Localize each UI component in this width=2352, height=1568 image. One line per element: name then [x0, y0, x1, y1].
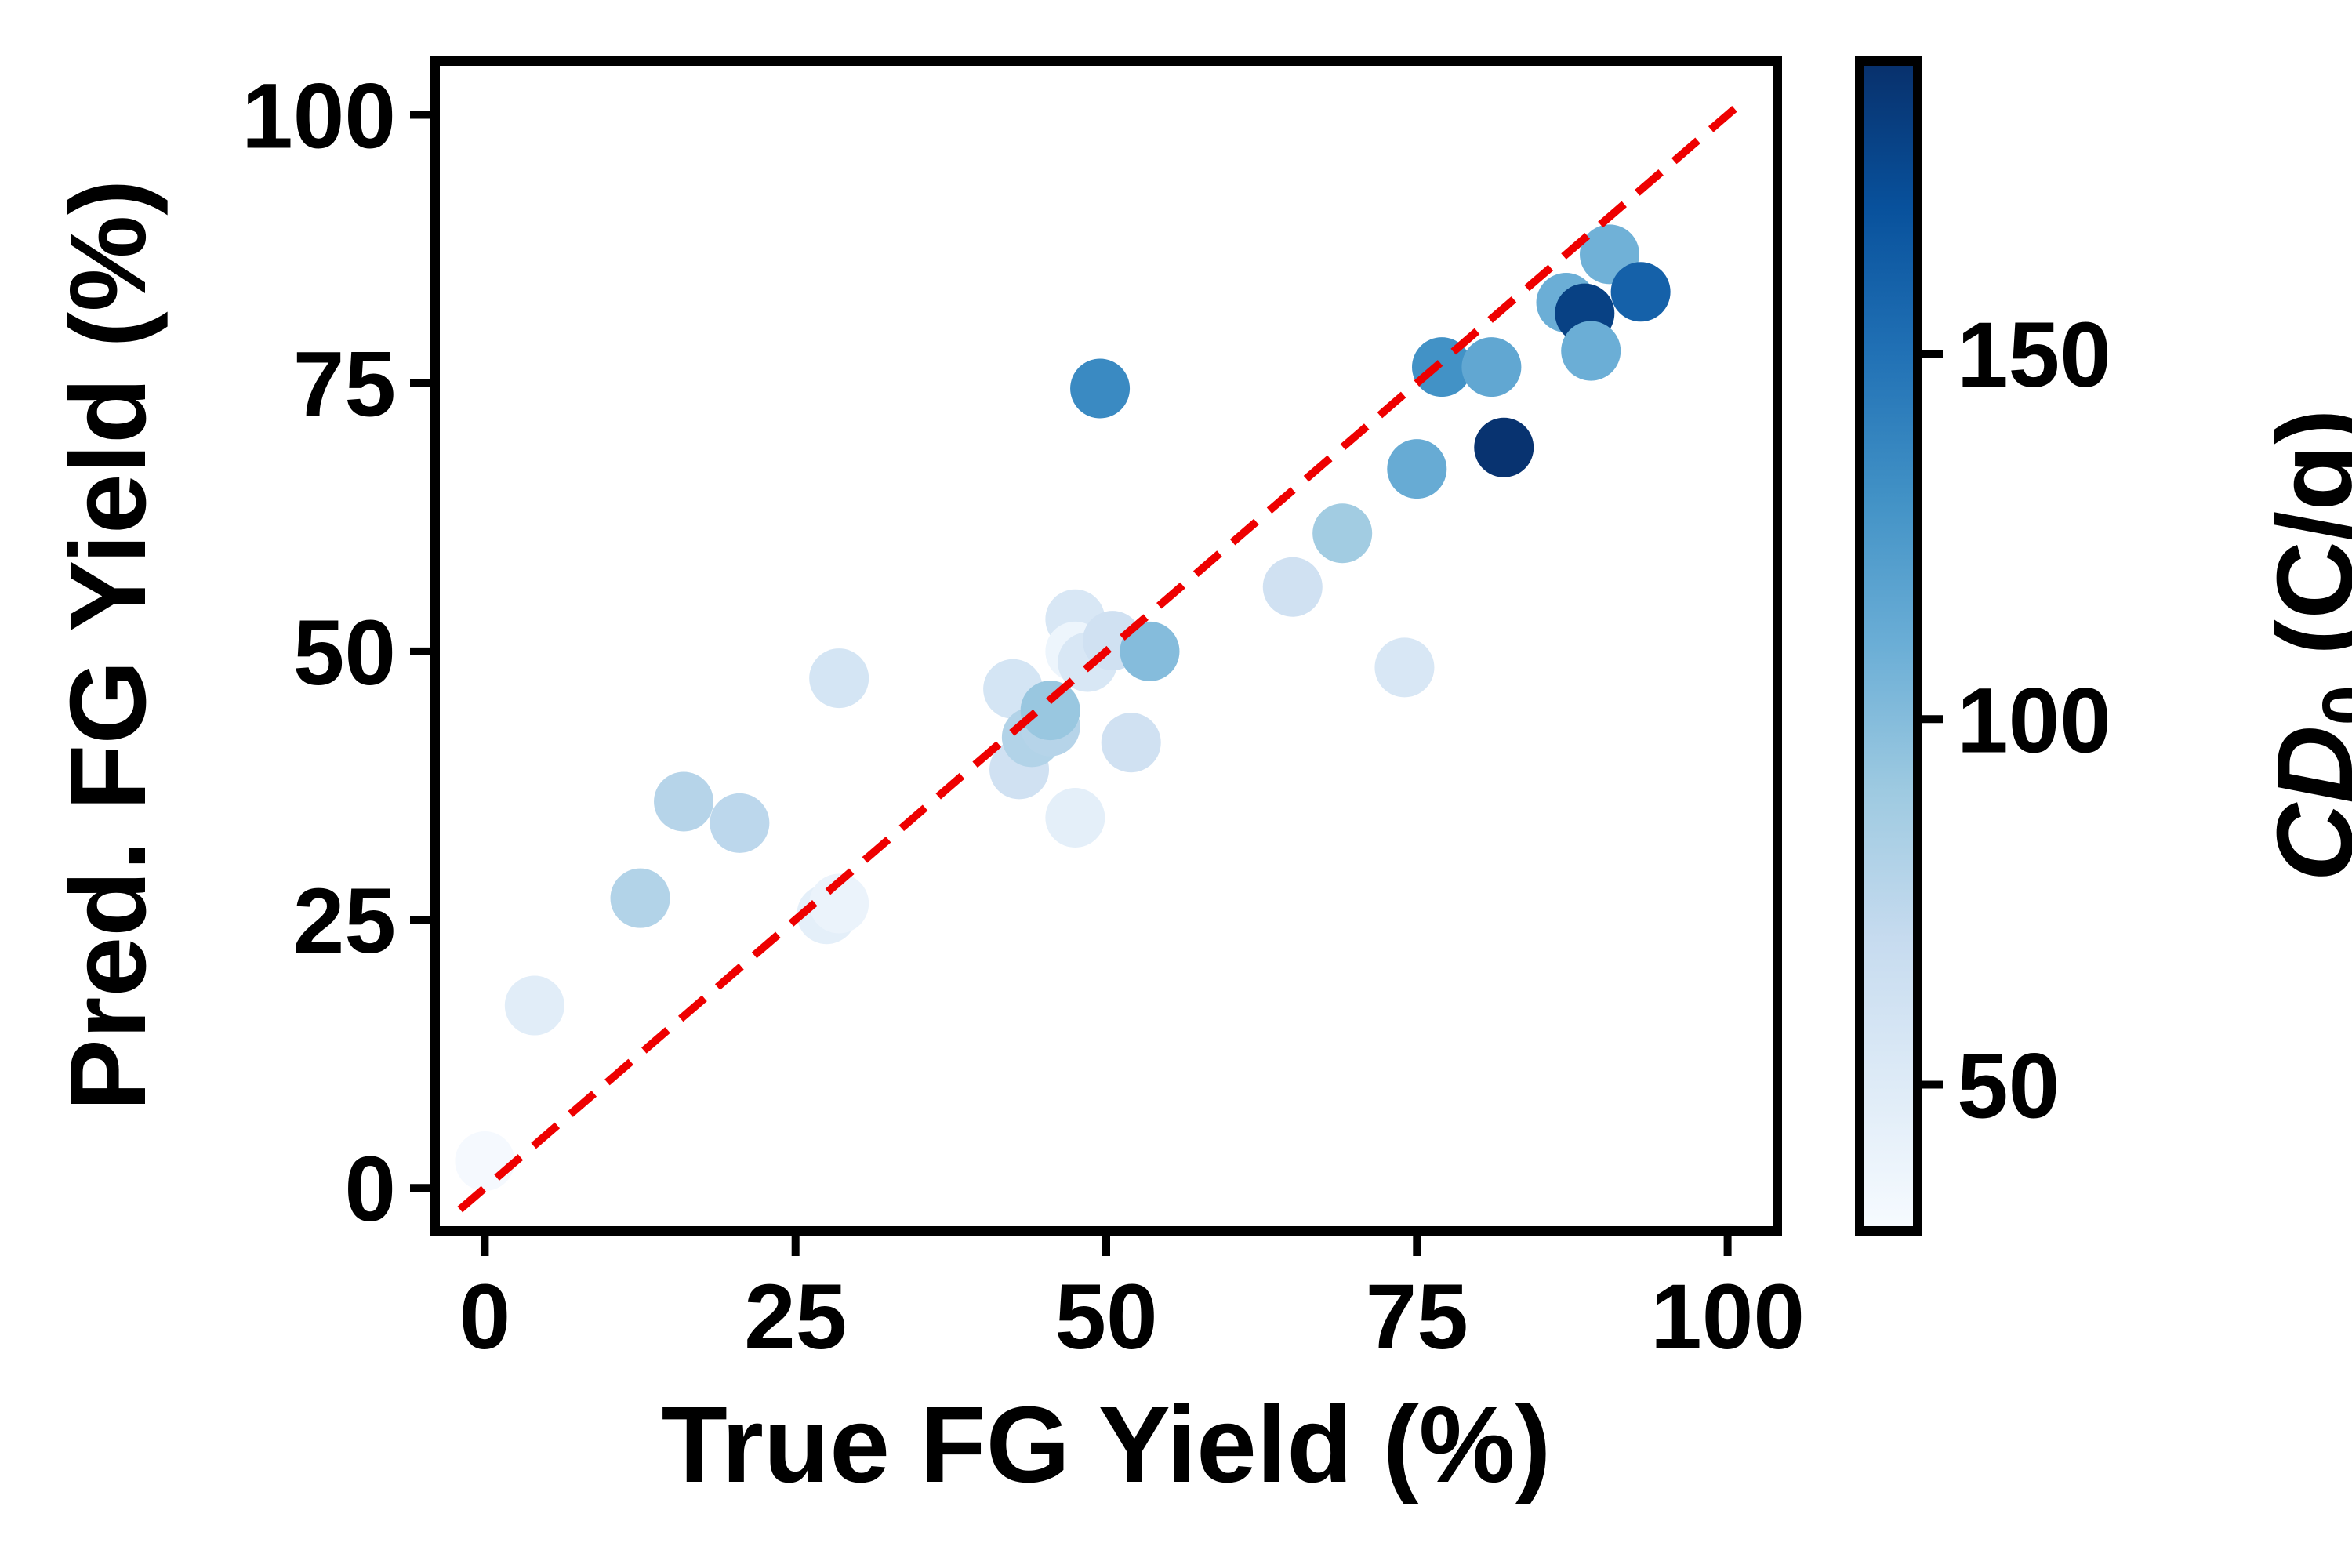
data-point: [1020, 681, 1080, 741]
y-axis: 0 25 50 75 100: [241, 64, 435, 1241]
colorbar-tick-label: 100: [1957, 669, 2111, 772]
data-point: [1387, 439, 1447, 499]
data-point: [809, 873, 869, 934]
data-point: [1374, 637, 1435, 698]
y-axis-label: Pred. FG Yield (%): [48, 180, 169, 1112]
x-tick-label: 0: [459, 1265, 511, 1369]
colorbar-ticks: 50 100 150: [1918, 303, 2111, 1138]
data-point: [1101, 713, 1161, 773]
data-point: [1561, 321, 1621, 381]
y-tick-label: 100: [241, 64, 396, 168]
plot-area: [455, 100, 1743, 1213]
colorbar-tick-label: 150: [1957, 303, 2111, 407]
data-point: [710, 793, 770, 853]
colorbar-gradient: [1855, 56, 1922, 1236]
y-tick-label: 75: [293, 333, 396, 437]
colorbar: 50 100 150 CD0 (C/g): [1855, 56, 2352, 1236]
y-tick-label: 25: [293, 869, 396, 973]
data-point: [1120, 621, 1180, 681]
identity-reference-line: [457, 100, 1743, 1213]
data-point: [610, 868, 670, 928]
data-point: [654, 771, 714, 832]
y-tick-label: 50: [293, 601, 396, 705]
colorbar-label-subscript: 0: [2308, 685, 2352, 725]
colorbar-label: CD0 (C/g): [2255, 408, 2352, 881]
x-tick-label: 100: [1650, 1265, 1805, 1369]
data-point: [1461, 337, 1522, 397]
colorbar-label-main: CD: [2255, 725, 2352, 881]
data-point: [809, 648, 869, 709]
data-point: [1312, 503, 1373, 564]
data-point: [504, 975, 564, 1036]
data-point: [455, 1131, 515, 1192]
x-tick-label: 50: [1054, 1265, 1157, 1369]
data-point: [1070, 358, 1131, 419]
data-point: [1610, 262, 1671, 322]
data-point: [1262, 557, 1323, 617]
data-point: [1045, 788, 1105, 848]
data-point: [1474, 417, 1534, 477]
colorbar-label-unit: (C/g): [2255, 408, 2352, 685]
y-tick-label: 0: [344, 1138, 396, 1241]
x-axis-label: True FG Yield (%): [662, 1385, 1552, 1505]
x-tick-label: 25: [744, 1265, 847, 1369]
x-axis: 0 25 50 75 100: [459, 1231, 1805, 1369]
colorbar-tick-label: 50: [1957, 1035, 2060, 1138]
x-tick-label: 75: [1366, 1265, 1468, 1369]
